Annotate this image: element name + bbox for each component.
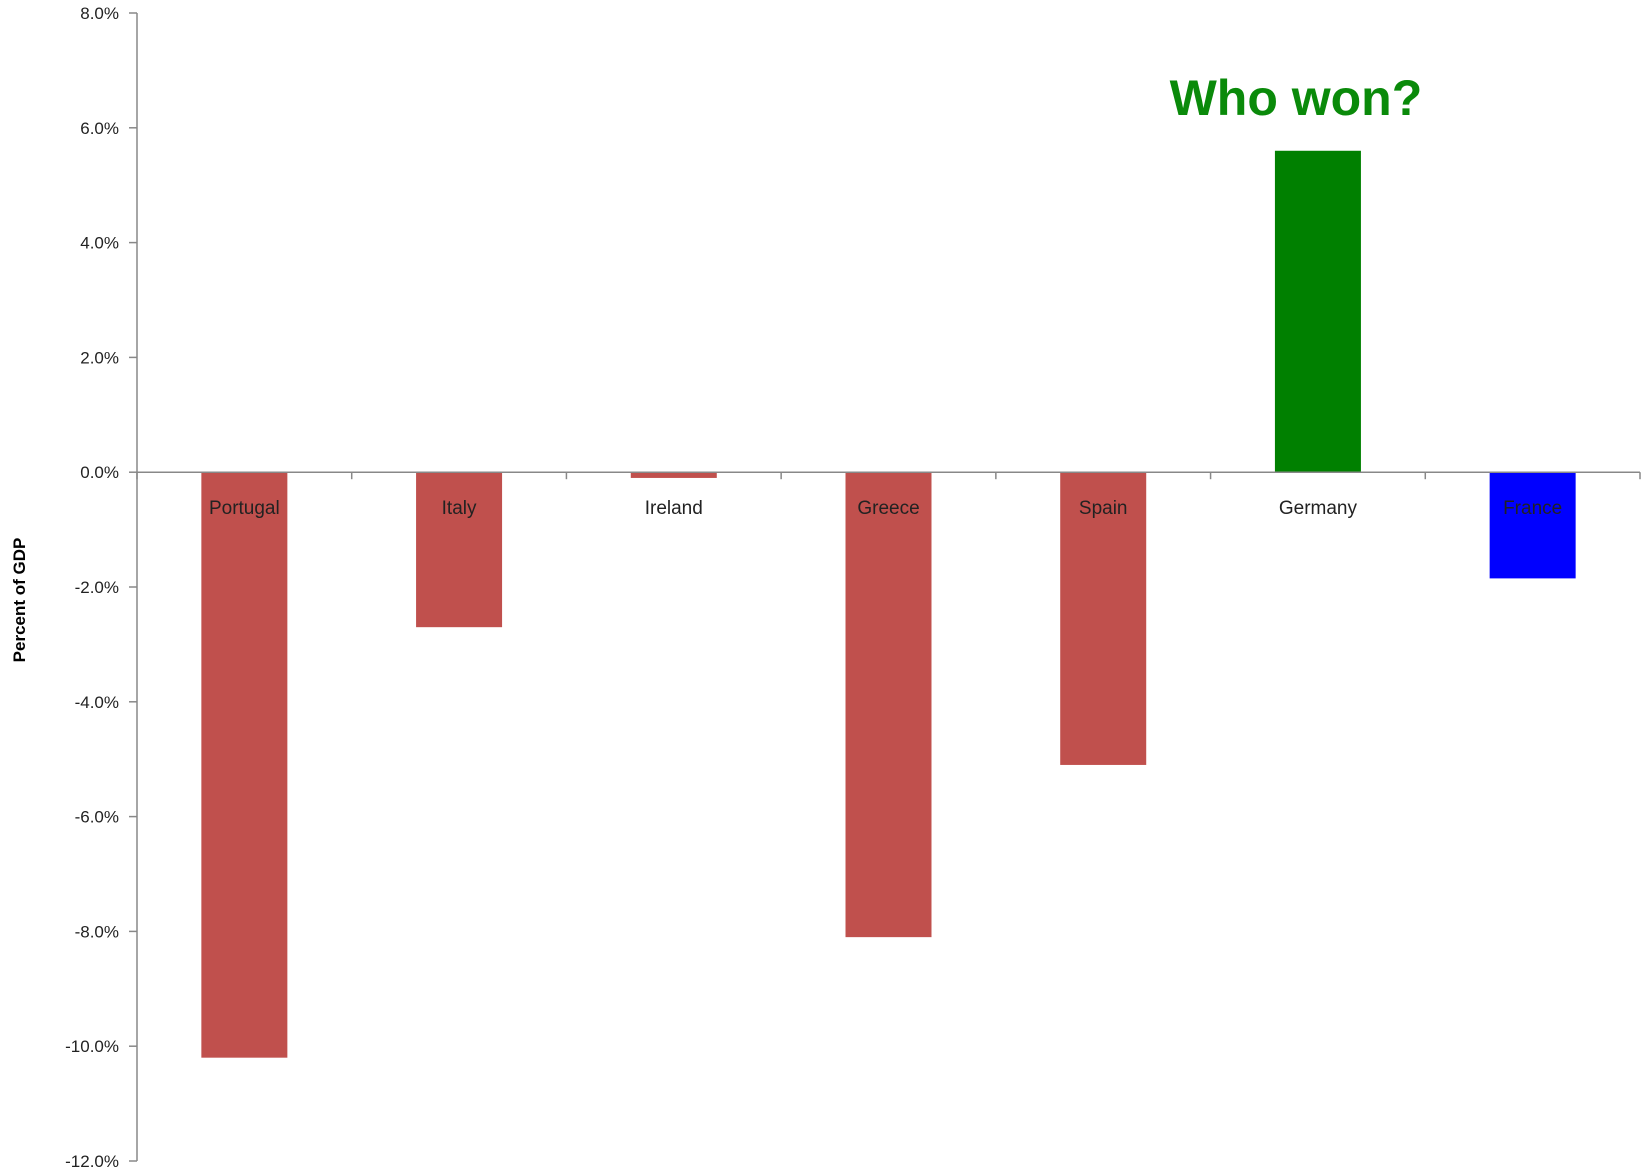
category-label-italy: Italy (442, 498, 477, 519)
bar-portugal (201, 472, 288, 1058)
category-label-germany: Germany (1279, 498, 1358, 519)
y-tick-label: 4.0% (80, 234, 119, 253)
bar-spain (1060, 472, 1147, 765)
bar-ireland (630, 472, 717, 478)
category-labels: Portugal Italy Ireland Greece Spain Germany Fr… (209, 498, 1562, 519)
y-tick-label: -10.0% (65, 1037, 119, 1056)
y-tick-label: 2.0% (80, 348, 119, 367)
x-axis (136, 471, 1641, 480)
y-axis: 8.0% 6.0% 4.0% 2.0% 0.0% -2.0% -4.0% -6.0% -8.0%… (65, 4, 138, 1168)
y-tick-label: -4.0% (75, 693, 119, 712)
annotation-who-won: Who won? (1170, 70, 1423, 126)
category-label-portugal: Portugal (209, 498, 280, 519)
y-axis-label: Percent of GDP (10, 538, 29, 663)
y-tick-label: -8.0% (75, 922, 119, 941)
category-label-ireland: Ireland (645, 498, 703, 519)
bar-france (1489, 472, 1576, 579)
category-label-spain: Spain (1079, 498, 1128, 519)
bar-greece (845, 472, 932, 938)
bar-germany (1274, 150, 1361, 473)
bar-italy (416, 472, 503, 628)
category-label-greece: Greece (857, 498, 919, 519)
bars (201, 150, 1576, 1058)
y-tick-label: -2.0% (75, 578, 119, 597)
y-tick-label: 8.0% (80, 4, 119, 23)
y-tick-label: 0.0% (80, 463, 119, 482)
y-tick-label: 6.0% (80, 119, 119, 138)
y-tick-label: -12.0% (65, 1152, 119, 1168)
y-tick-label: -6.0% (75, 808, 119, 827)
category-label-france: France (1503, 498, 1562, 519)
